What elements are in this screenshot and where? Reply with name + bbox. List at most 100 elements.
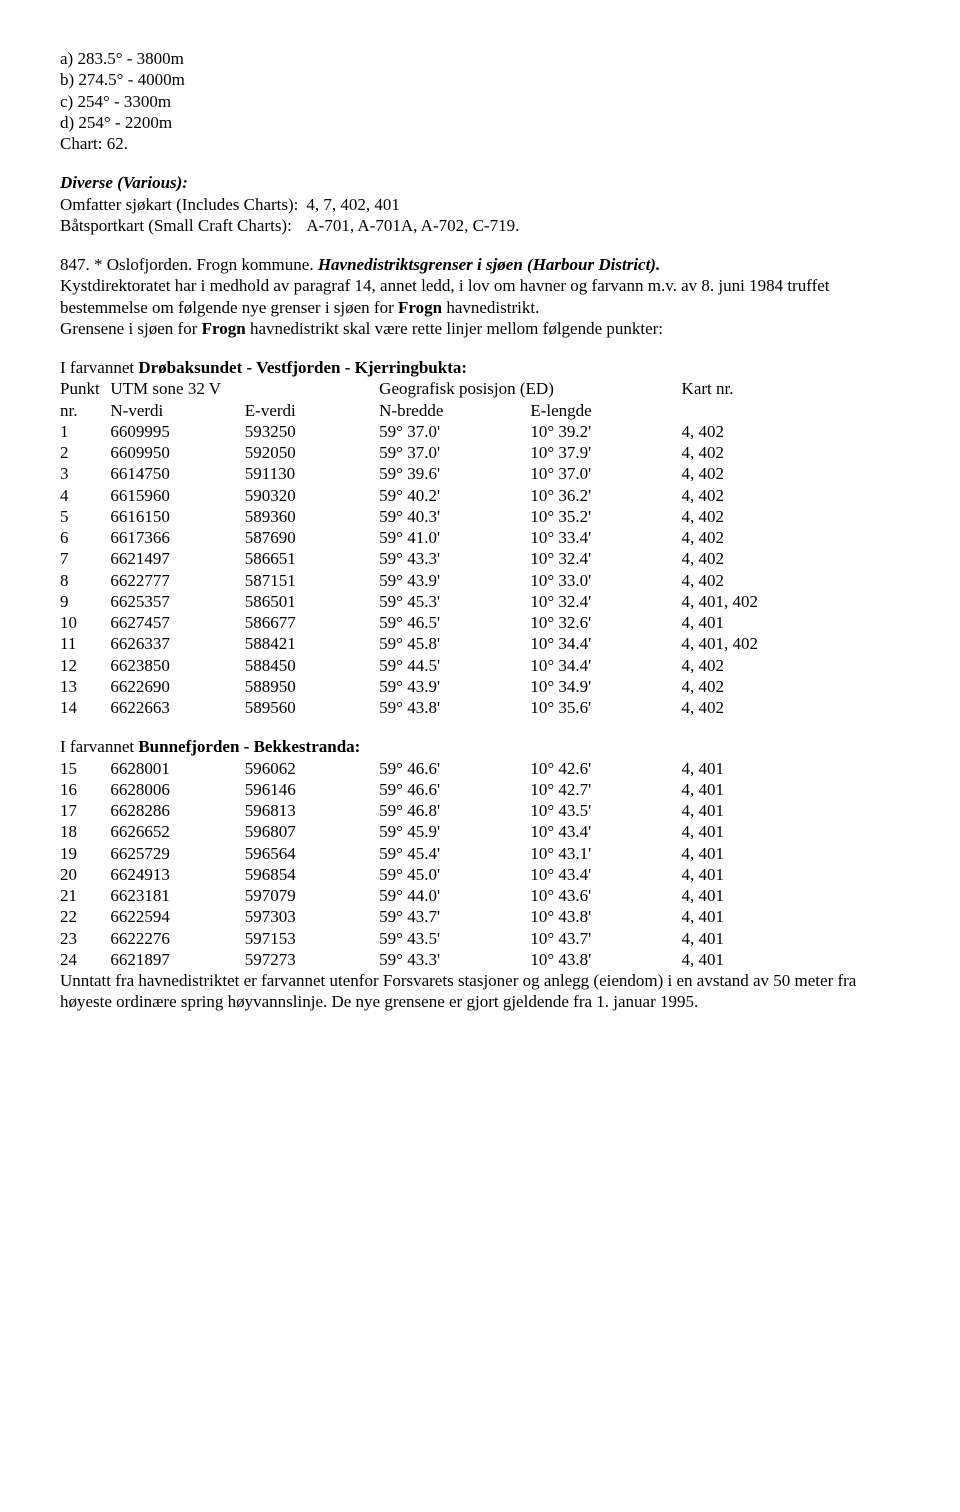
table-cell: 596813 — [245, 800, 379, 821]
h-elengde: E-lengde — [530, 400, 681, 421]
table-cell: 8 — [60, 570, 110, 591]
table-cell: 13 — [60, 676, 110, 697]
table-cell: 11 — [60, 633, 110, 654]
table-row: 3661475059113059° 39.6'10° 37.0'4, 402 — [60, 463, 900, 484]
table-cell: 4, 402 — [682, 506, 900, 527]
table-cell: 6622690 — [110, 676, 244, 697]
table-row: 21662318159707959° 44.0'10° 43.6'4, 401 — [60, 885, 900, 906]
table-row: 12662385058845059° 44.5'10° 34.4'4, 402 — [60, 655, 900, 676]
table-row: 6661736658769059° 41.0'10° 33.4'4, 402 — [60, 527, 900, 548]
table-cell: 59° 46.8' — [379, 800, 530, 821]
table-cell: 23 — [60, 928, 110, 949]
coords-table-2: 15662800159606259° 46.6'10° 42.6'4, 4011… — [60, 758, 900, 971]
table-cell: 18 — [60, 821, 110, 842]
option-d: d) 254° - 2200m — [60, 112, 900, 133]
table-cell: 4, 401 — [682, 885, 900, 906]
table-cell: 6615960 — [110, 485, 244, 506]
table-cell: 5 — [60, 506, 110, 527]
table-cell: 597273 — [245, 949, 379, 970]
table-cell: 12 — [60, 655, 110, 676]
table-cell: 16 — [60, 779, 110, 800]
table-cell: 4, 402 — [682, 485, 900, 506]
h-everdi: E-verdi — [245, 400, 379, 421]
table-cell: 2 — [60, 442, 110, 463]
table-cell: 4, 401 — [682, 864, 900, 885]
table-cell: 586651 — [245, 548, 379, 569]
table-cell: 10° 32.6' — [530, 612, 681, 633]
table-cell: 10° 35.6' — [530, 697, 681, 718]
table-cell: 10° 37.0' — [530, 463, 681, 484]
table-cell: 10° 43.7' — [530, 928, 681, 949]
table-cell: 588950 — [245, 676, 379, 697]
option-a: a) 283.5° - 3800m — [60, 48, 900, 69]
table-cell: 10° 34.9' — [530, 676, 681, 697]
table-cell: 59° 43.5' — [379, 928, 530, 949]
diverse-table: Omfatter sjøkart (Includes Charts): 4, 7… — [60, 194, 519, 237]
p847-body1-tail: havnedistrikt. — [442, 298, 539, 317]
tbl2-intro-b: Bunnefjorden - Bekkestranda: — [138, 737, 360, 756]
small-craft-charts-label: Båtsportkart (Small Craft Charts): — [60, 215, 306, 236]
table-row: 19662572959656459° 45.4'10° 43.1'4, 401 — [60, 843, 900, 864]
diverse-heading: Diverse (Various): — [60, 173, 188, 192]
table-cell: 4, 401 — [682, 843, 900, 864]
table-cell: 6609995 — [110, 421, 244, 442]
table-cell: 59° 40.3' — [379, 506, 530, 527]
table-row: 1660999559325059° 37.0'10° 39.2'4, 402 — [60, 421, 900, 442]
table-row: 7662149758665159° 43.3'10° 32.4'4, 402 — [60, 548, 900, 569]
table-cell: 596807 — [245, 821, 379, 842]
table-cell: 10° 43.4' — [530, 864, 681, 885]
table-cell: 10° 32.4' — [530, 591, 681, 612]
table-cell: 4, 402 — [682, 527, 900, 548]
includes-charts-value: 4, 7, 402, 401 — [306, 194, 519, 215]
h-punkt: Punkt nr. — [60, 378, 110, 421]
table-cell: 10° 39.2' — [530, 421, 681, 442]
table-cell: 59° 43.7' — [379, 906, 530, 927]
table-cell: 19 — [60, 843, 110, 864]
table-cell: 20 — [60, 864, 110, 885]
table-cell: 7 — [60, 548, 110, 569]
table-cell: 22 — [60, 906, 110, 927]
h-geo: Geografisk posisjon (ED) — [379, 378, 681, 399]
table-cell: 589360 — [245, 506, 379, 527]
h-kart: Kart nr. — [682, 378, 900, 399]
footer-paragraph: Unntatt fra havnedistriktet er farvannet… — [60, 970, 900, 1013]
table-cell: 59° 45.9' — [379, 821, 530, 842]
p847-frogn2: Frogn — [202, 319, 246, 338]
includes-charts-label: Omfatter sjøkart (Includes Charts): — [60, 194, 306, 215]
table-cell: 10° 43.6' — [530, 885, 681, 906]
table-cell: 17 — [60, 800, 110, 821]
table-cell: 586501 — [245, 591, 379, 612]
small-craft-charts-value: A-701, A-701A, A-702, C-719. — [306, 215, 519, 236]
table-cell: 10° 43.1' — [530, 843, 681, 864]
table-cell: 6614750 — [110, 463, 244, 484]
table-row: 24662189759727359° 43.3'10° 43.8'4, 401 — [60, 949, 900, 970]
table-row: 13662269058895059° 43.9'10° 34.9'4, 402 — [60, 676, 900, 697]
table-cell: 4, 401 — [682, 612, 900, 633]
table-cell: 6622663 — [110, 697, 244, 718]
table-cell: 6626337 — [110, 633, 244, 654]
table-cell: 10° 32.4' — [530, 548, 681, 569]
table-cell: 6 — [60, 527, 110, 548]
table-cell: 10° 34.4' — [530, 655, 681, 676]
table-cell: 4, 401 — [682, 821, 900, 842]
table-cell: 10 — [60, 612, 110, 633]
table-cell: 59° 46.6' — [379, 758, 530, 779]
table-cell: 59° 40.2' — [379, 485, 530, 506]
table-cell: 21 — [60, 885, 110, 906]
table-cell: 59° 43.3' — [379, 548, 530, 569]
table-cell: 59° 45.0' — [379, 864, 530, 885]
table-cell: 4, 401 — [682, 758, 900, 779]
table-cell: 591130 — [245, 463, 379, 484]
table-cell: 59° 45.8' — [379, 633, 530, 654]
table-row: 20662491359685459° 45.0'10° 43.4'4, 401 — [60, 864, 900, 885]
table-row: 17662828659681359° 46.8'10° 43.5'4, 401 — [60, 800, 900, 821]
p847-lead: 847. * Oslofjorden. Frogn kommune. — [60, 255, 318, 274]
table-cell: 4, 401 — [682, 949, 900, 970]
table-cell: 597303 — [245, 906, 379, 927]
table-cell: 10° 35.2' — [530, 506, 681, 527]
table-cell: 59° 45.3' — [379, 591, 530, 612]
table-cell: 6609950 — [110, 442, 244, 463]
table-cell: 6628001 — [110, 758, 244, 779]
table-cell: 4, 402 — [682, 463, 900, 484]
table-cell: 9 — [60, 591, 110, 612]
